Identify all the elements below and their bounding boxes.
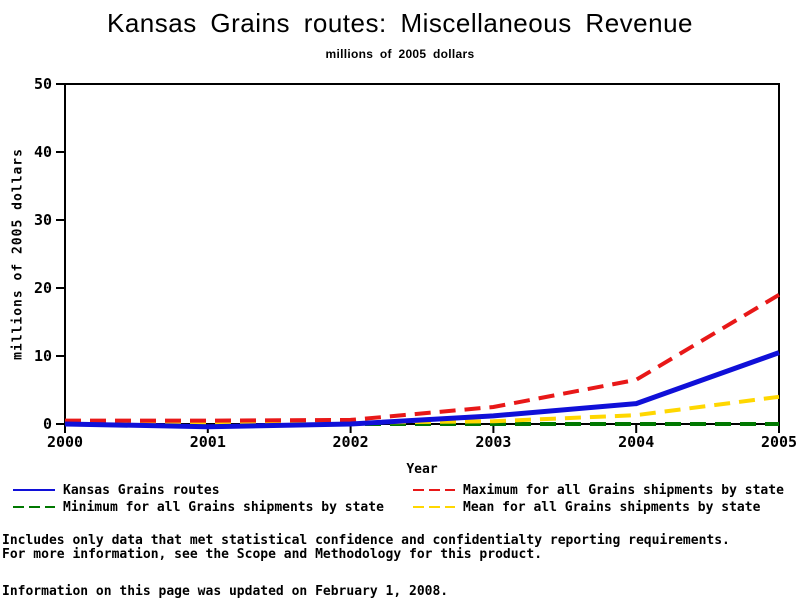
legend-line-swatch-red-dashed-icon	[413, 489, 455, 491]
x-axis-tick-label: 2004	[618, 433, 654, 451]
x-axis-tick-label: 2003	[475, 433, 511, 451]
legend-item-kansas-grains-routes: Kansas Grains routes	[0, 482, 400, 498]
y-axis-tick-label: 20	[34, 279, 52, 297]
legend-label: Mean for all Grains shipments by state	[463, 499, 761, 515]
chart-legend: Kansas Grains routes Maximum for all Gra…	[0, 482, 800, 515]
y-axis-tick-label: 10	[34, 347, 52, 365]
legend-item-mean: Mean for all Grains shipments by state	[400, 499, 800, 515]
y-axis-label: millions of 2005 dollars	[10, 148, 26, 360]
y-axis-tick-label: 50	[34, 75, 52, 93]
updated-date-text: Information on this page was updated on …	[2, 584, 449, 599]
series-line	[65, 293, 781, 423]
y-axis-tick-label: 40	[34, 143, 52, 161]
plot-frame	[64, 83, 780, 425]
chart-subtitle: millions of 2005 dollars	[325, 47, 475, 61]
legend-line-swatch-blue-solid-icon	[13, 489, 55, 491]
footnote-line-1: Includes only data that met statistical …	[2, 533, 730, 548]
x-axis-tick-label: 2001	[190, 433, 226, 451]
legend-item-maximum: Maximum for all Grains shipments by stat…	[400, 482, 800, 498]
x-axis-tick-label: 2005	[761, 433, 797, 451]
footnote: Includes only data that met statistical …	[2, 534, 798, 562]
y-axis-tick-label: 0	[43, 415, 52, 433]
legend-line-swatch-gold-dashed-icon	[413, 506, 455, 508]
legend-item-minimum: Minimum for all Grains shipments by stat…	[0, 499, 400, 515]
legend-label: Minimum for all Grains shipments by stat…	[63, 499, 384, 515]
legend-line-swatch-green-dashed-icon	[13, 506, 55, 508]
chart-title: Kansas Grains routes: Miscellaneous Reve…	[106, 8, 693, 38]
x-axis-tick-label: 2002	[333, 433, 369, 451]
footnote-line-2: For more information, see the Scope and …	[2, 547, 543, 562]
x-axis-tick-label: 2000	[47, 433, 83, 451]
series-line	[64, 350, 780, 430]
y-axis-tick-label: 30	[34, 211, 52, 229]
legend-label: Maximum for all Grains shipments by stat…	[463, 482, 784, 498]
x-axis-label: Year	[406, 462, 438, 477]
legend-label: Kansas Grains routes	[63, 482, 220, 498]
